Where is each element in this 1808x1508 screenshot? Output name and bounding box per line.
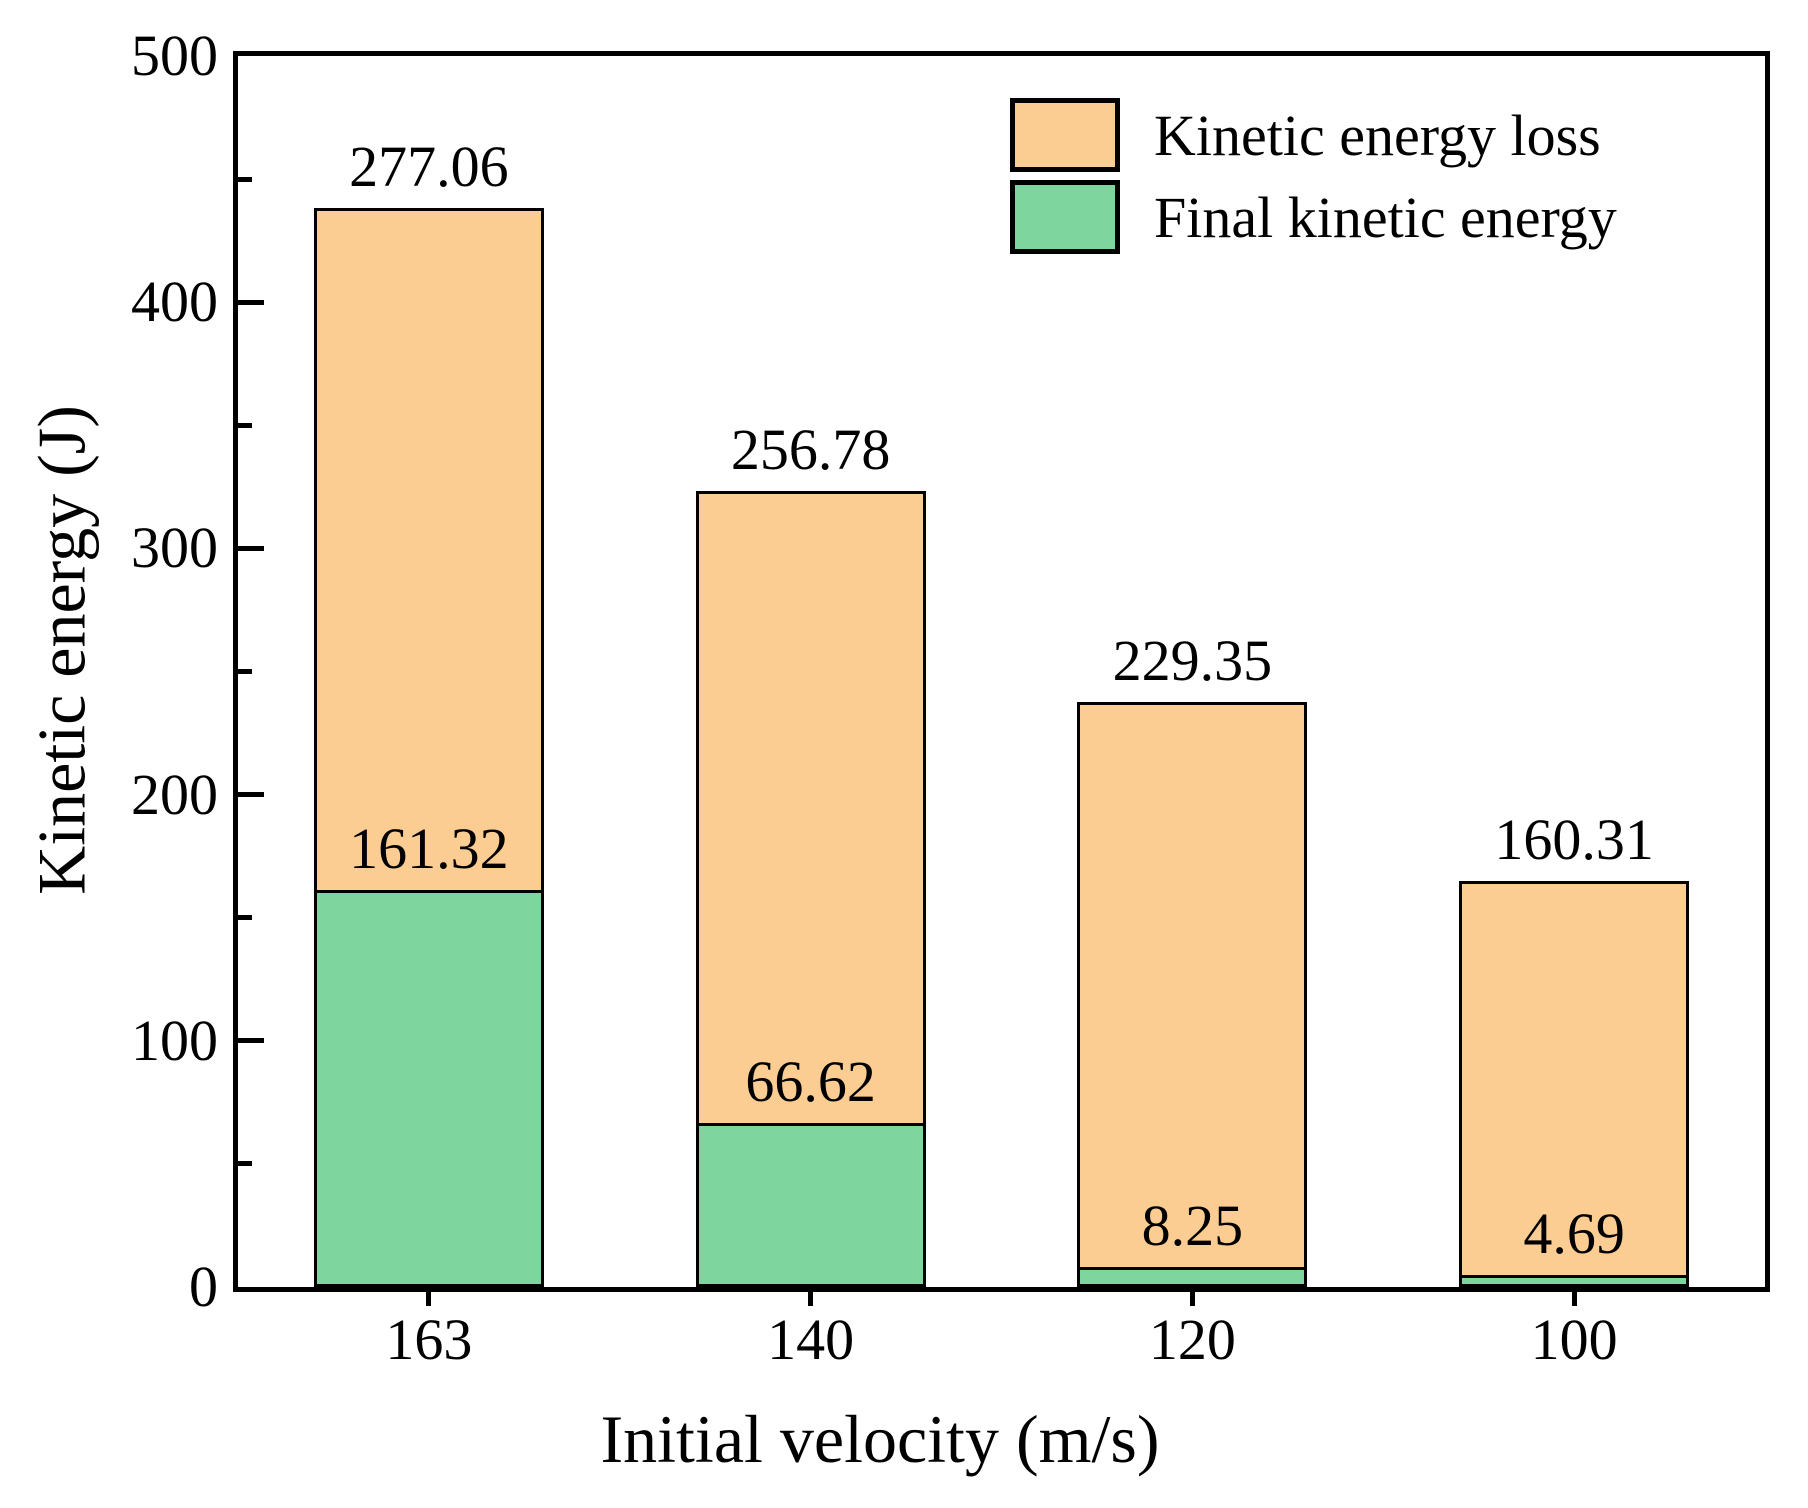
bar-value-label-final-kinetic-energy: 161.32	[349, 815, 509, 881]
legend-swatch-kinetic-energy-loss	[1010, 98, 1120, 172]
y-major-tick	[238, 545, 264, 551]
bar-segment-kinetic-energy-loss	[695, 490, 926, 1126]
x-tick-label: 100	[1530, 1307, 1618, 1372]
y-tick-label: 300	[131, 515, 218, 581]
bar-segment-final-kinetic-energy	[695, 1122, 926, 1287]
y-tick-label: 100	[131, 1007, 218, 1073]
bar-value-label-kinetic-energy-loss: 160.31	[1494, 806, 1654, 872]
legend-item-kinetic-energy-loss: Kinetic energy loss	[1010, 98, 1617, 172]
y-minor-tick	[238, 176, 252, 182]
legend-swatch-final-kinetic-energy	[1010, 180, 1120, 254]
bar-segment-kinetic-energy-loss	[1459, 880, 1690, 1279]
y-minor-tick	[238, 669, 252, 674]
y-minor-tick	[238, 422, 252, 428]
plot-area: 161.32 277.06 66.62 256.78 8.25 229.35 4.69 160…	[233, 51, 1770, 1292]
legend-label: Final kinetic energy	[1154, 184, 1617, 250]
y-minor-tick	[238, 1161, 252, 1167]
x-tick-label: 120	[1148, 1307, 1236, 1372]
x-category-tick	[808, 1292, 814, 1306]
y-major-tick	[238, 299, 264, 305]
x-category-tick	[426, 1292, 432, 1306]
bar-value-label-final-kinetic-energy: 8.25	[1141, 1192, 1244, 1258]
bar-value-label-kinetic-energy-loss: 277.06	[349, 133, 509, 199]
y-tick-label: 500	[131, 23, 218, 88]
legend-label: Kinetic energy loss	[1154, 102, 1601, 168]
bar-value-label-final-kinetic-energy: 66.62	[745, 1048, 876, 1114]
y-tick-label: 200	[131, 761, 218, 827]
x-tick-label: 140	[767, 1307, 855, 1372]
y-major-tick	[238, 1038, 264, 1044]
legend-item-final-kinetic-energy: Final kinetic energy	[1010, 180, 1617, 254]
bar-segment-final-kinetic-energy	[1077, 1266, 1308, 1287]
x-category-tick	[1189, 1292, 1195, 1306]
y-minor-tick	[238, 915, 252, 921]
bar-segment-kinetic-energy-loss	[1077, 702, 1308, 1270]
bar-value-label-kinetic-energy-loss: 256.78	[730, 416, 891, 482]
x-tick-label: 163	[385, 1307, 473, 1372]
legend: Kinetic energy loss Final kinetic energy	[1010, 98, 1617, 262]
x-axis-title: Initial velocity (m/s)	[600, 1401, 1160, 1477]
y-tick-label: 400	[131, 269, 218, 335]
x-category-tick	[1571, 1292, 1577, 1306]
bar-segment-final-kinetic-energy	[313, 889, 544, 1287]
y-major-tick	[238, 792, 264, 798]
bar-value-label-final-kinetic-energy: 4.69	[1523, 1201, 1625, 1267]
y-tick-label: 0	[189, 1254, 218, 1319]
bar-segment-kinetic-energy-loss	[313, 207, 544, 893]
bar-value-label-kinetic-energy-loss: 229.35	[1112, 628, 1273, 694]
